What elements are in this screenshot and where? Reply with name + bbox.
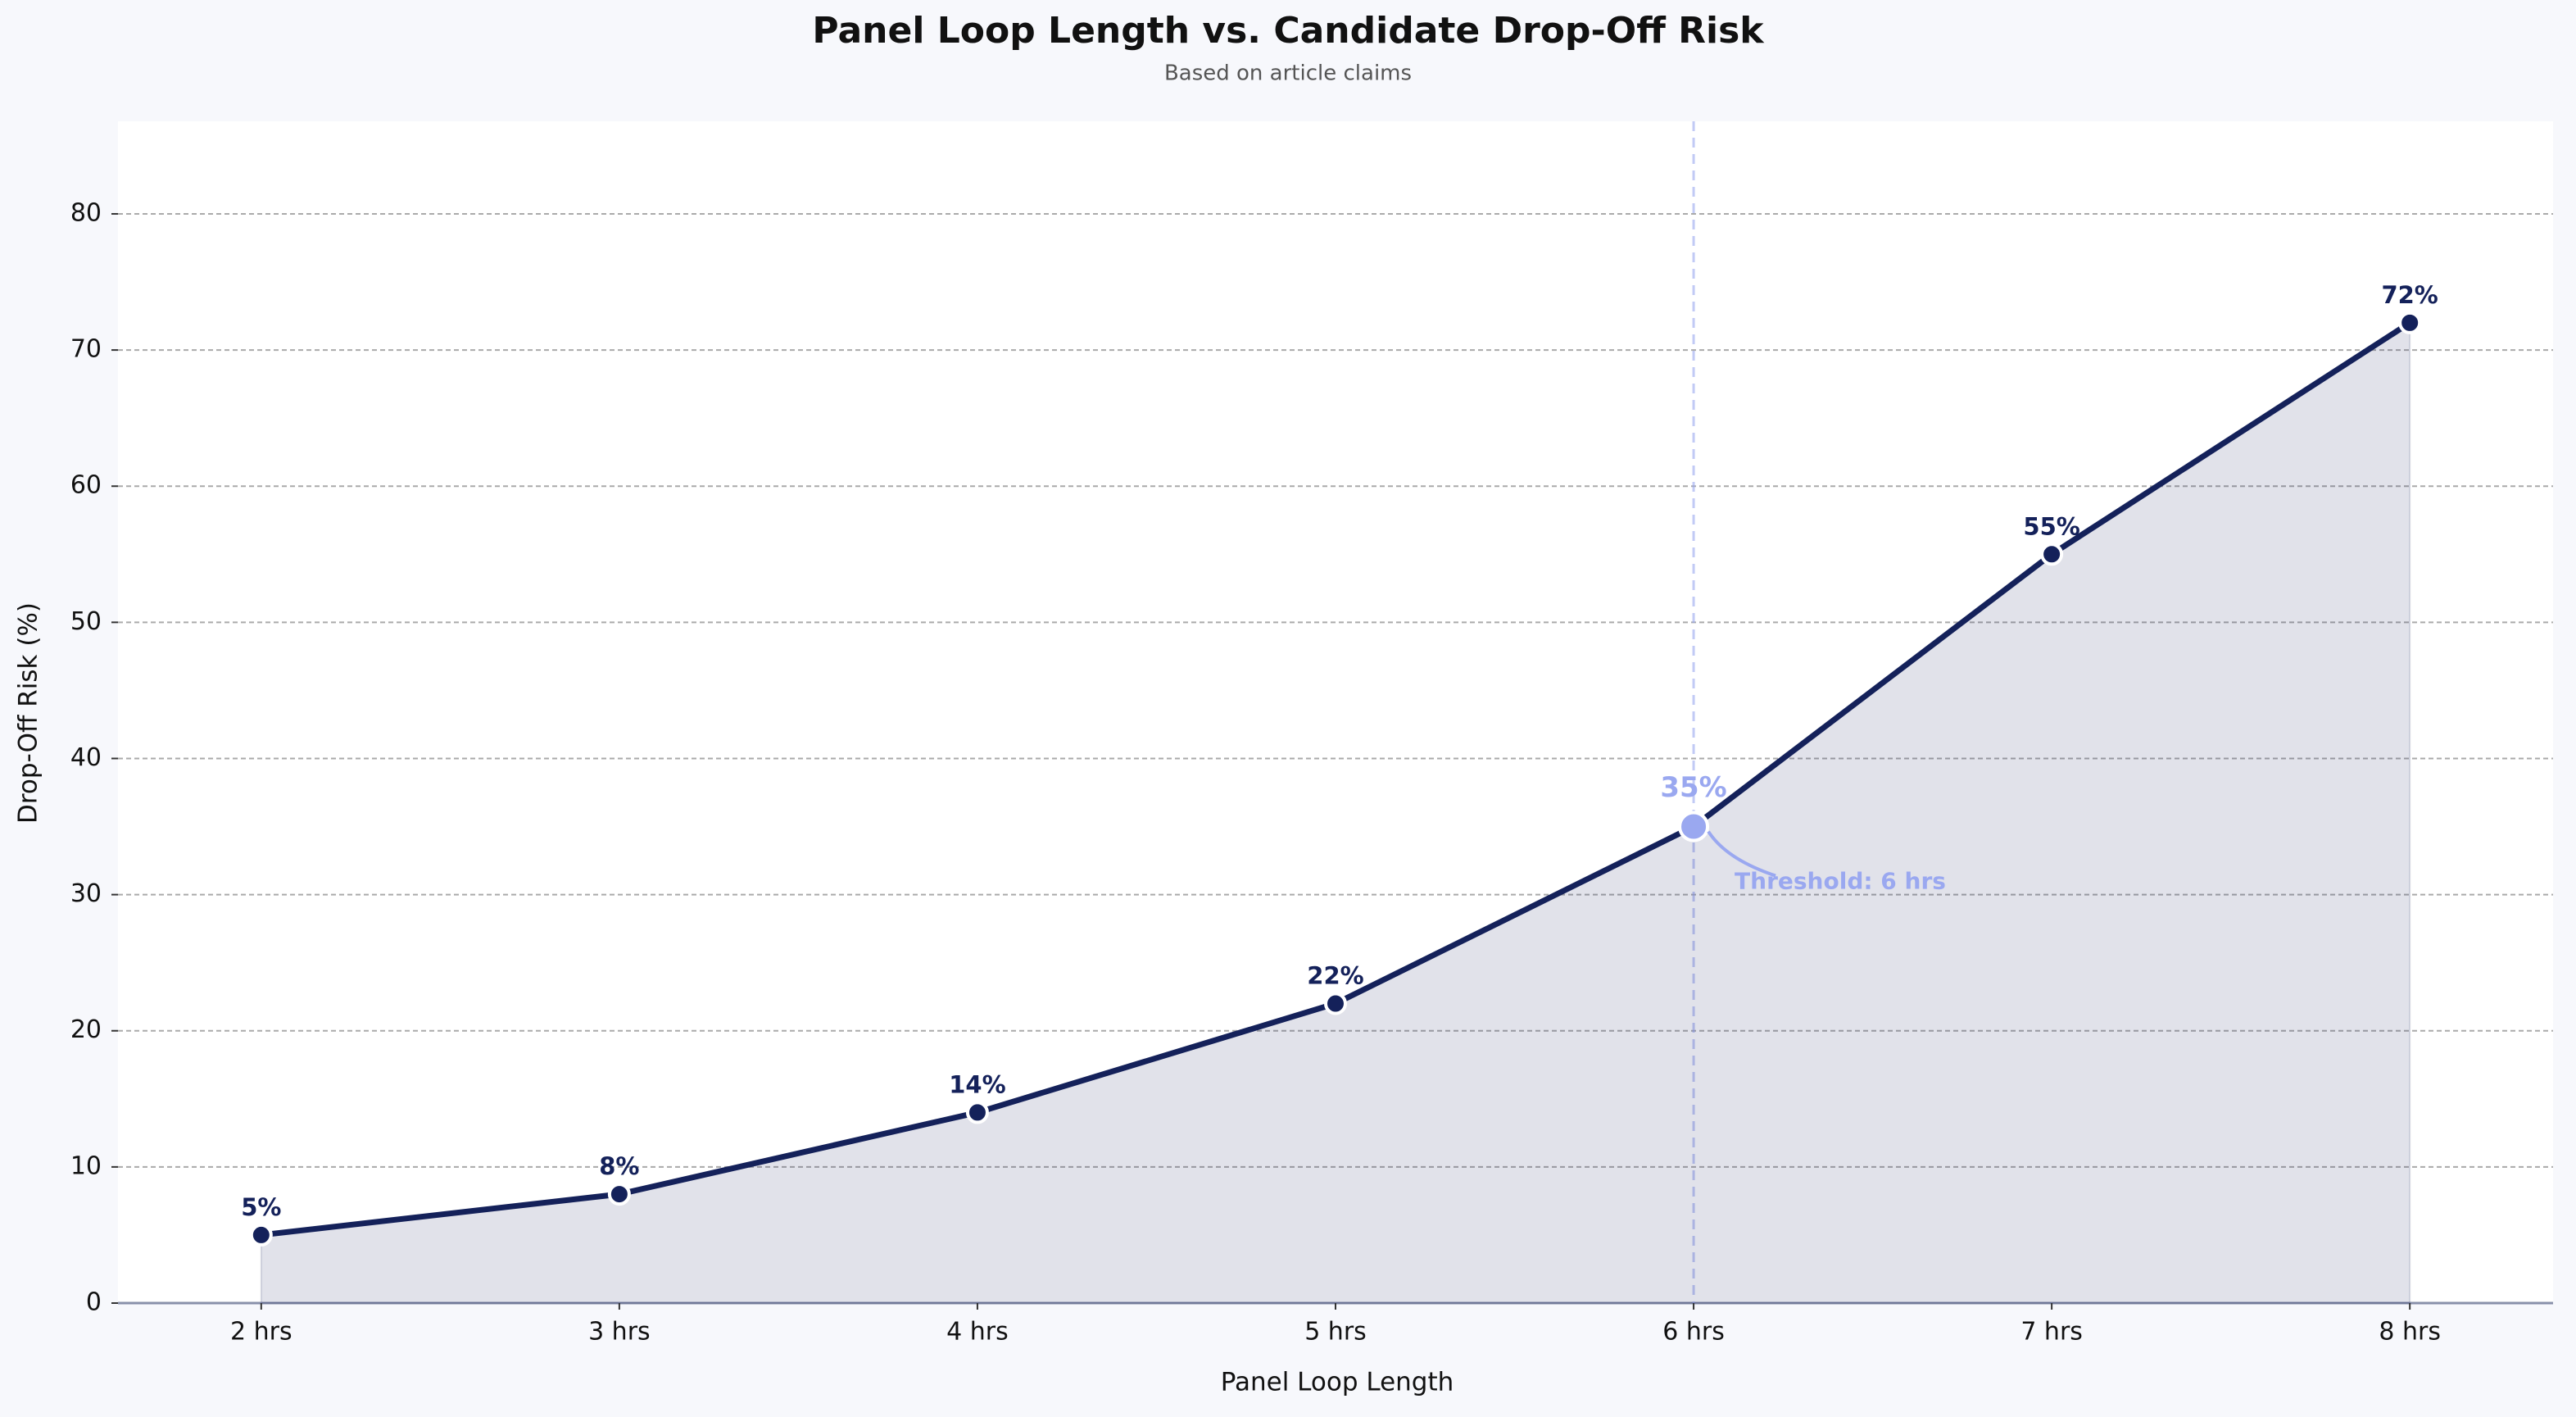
- y-tick-label: 20: [70, 1015, 102, 1044]
- plot-area: [118, 121, 2553, 1303]
- value-label: 22%: [1307, 962, 1363, 990]
- value-label: 8%: [599, 1152, 639, 1180]
- value-label: 5%: [241, 1193, 281, 1221]
- x-axis-label: Panel Loop Length: [1221, 1368, 1454, 1397]
- x-tick-label: 5 hrs: [1304, 1318, 1367, 1347]
- x-tick-label: 4 hrs: [946, 1318, 1009, 1347]
- x-tick-label: 8 hrs: [2379, 1318, 2441, 1347]
- x-tick-label: 7 hrs: [2020, 1318, 2083, 1347]
- annotation-arrow: [1707, 830, 1776, 878]
- chart-subtitle: Based on article claims: [1164, 61, 1412, 86]
- value-label: 72%: [2381, 281, 2438, 309]
- marker: [965, 1101, 989, 1124]
- y-tick-label: 30: [70, 879, 102, 908]
- value-label: 14%: [949, 1070, 1005, 1098]
- chart-title: Panel Loop Length vs. Candidate Drop-Off…: [812, 10, 1765, 52]
- marker: [2040, 543, 2064, 566]
- marker: [607, 1183, 631, 1206]
- value-label: 55%: [2023, 512, 2079, 540]
- y-tick-label: 50: [70, 607, 102, 636]
- x-tick-label: 6 hrs: [1662, 1318, 1725, 1347]
- annotation: Threshold: 6 hrs: [1735, 868, 1946, 895]
- y-tick-label: 70: [70, 335, 102, 364]
- y-tick-label: 0: [86, 1288, 102, 1317]
- x-tick-label: 2 hrs: [230, 1318, 293, 1347]
- x-tick-label: 3 hrs: [588, 1318, 651, 1347]
- y-tick-label: 10: [70, 1151, 102, 1180]
- marker: [2398, 311, 2422, 334]
- marker: [1324, 992, 1347, 1015]
- y-tick-label: 80: [70, 198, 102, 227]
- marker: [249, 1223, 273, 1247]
- value-label: 35%: [1660, 771, 1726, 804]
- y-tick-label: 60: [70, 471, 102, 500]
- marker: [1678, 811, 1710, 842]
- y-axis-label: Drop-Off Risk (%): [14, 602, 43, 824]
- y-tick-label: 40: [70, 743, 102, 772]
